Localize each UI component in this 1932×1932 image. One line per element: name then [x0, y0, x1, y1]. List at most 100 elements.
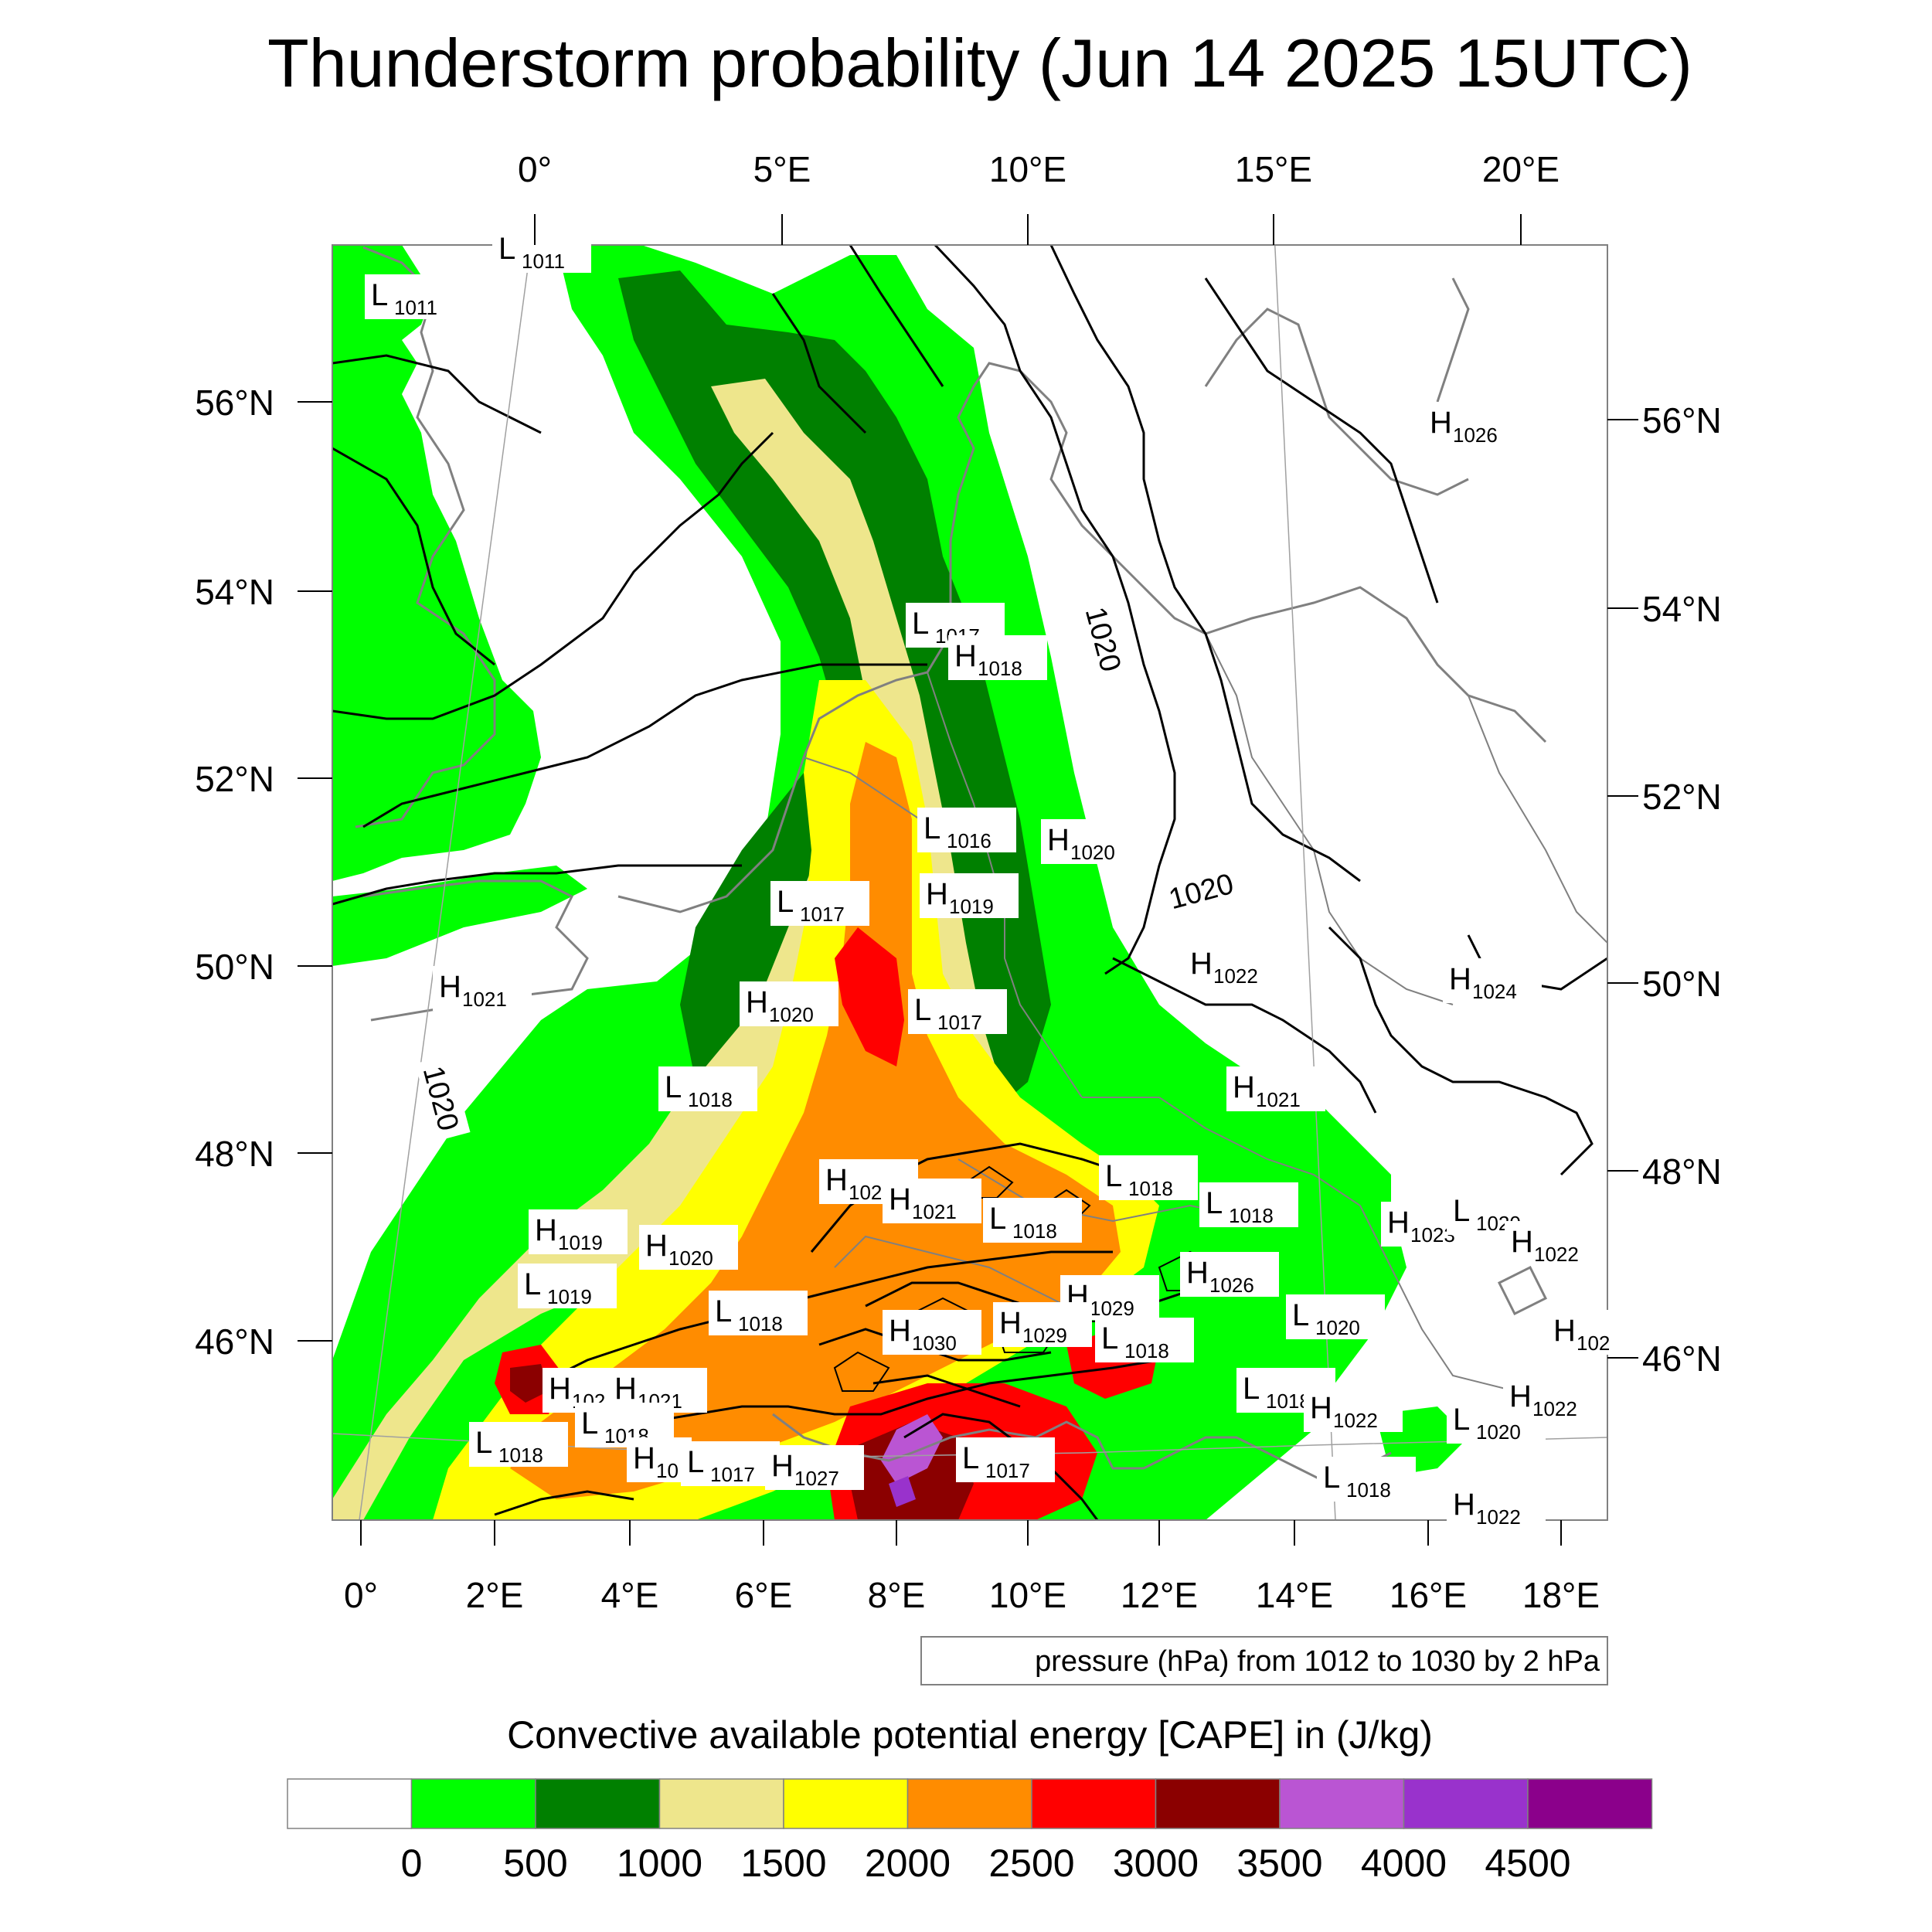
pressure-center-bg: [740, 981, 838, 1026]
right-axis-label: 56°N: [1642, 400, 1722, 440]
pressure-center-bg: [1226, 1066, 1325, 1111]
pressure-center-bg: [1099, 1155, 1198, 1200]
bottom-axis-label: 2°E: [466, 1575, 524, 1615]
pressure-center-value: 1019: [949, 895, 994, 918]
colorbar-tick-label: 4500: [1485, 1842, 1570, 1885]
pressure-center-letter: H: [999, 1306, 1022, 1340]
pressure-center-value: 1020: [668, 1247, 713, 1270]
pressure-center-label: L 1018: [469, 1422, 568, 1467]
pressure-center-value: 1020: [769, 1003, 814, 1026]
pressure-center-value: 1017: [800, 903, 845, 926]
pressure-center-letter: L: [914, 993, 931, 1027]
pressure-center-letter: H: [926, 877, 948, 911]
cape-area-3500-4000: [881, 1414, 943, 1484]
pressure-center-letter: H: [1310, 1391, 1332, 1425]
pressure-center-bg: [1503, 1376, 1602, 1420]
pressure-center-letter: L: [962, 1441, 979, 1475]
pressure-center-label: L 1018: [983, 1198, 1082, 1243]
pressure-center-bg: [365, 274, 464, 319]
pressure-center-label: H 1019: [529, 1209, 628, 1254]
right-axis-label: 52°N: [1642, 777, 1722, 817]
pressure-center-label: H 1026: [1423, 402, 1522, 447]
pressure-center-letter: L: [524, 1267, 541, 1301]
pressure-center-label: L 1011: [365, 274, 464, 319]
top-axis-label: 0°: [518, 149, 552, 189]
pressure-center-label: L 1018: [1199, 1182, 1298, 1227]
coastlines: [355, 246, 1548, 1485]
pressure-center-letter: L: [475, 1426, 492, 1460]
pressure-center-label: H 1021: [433, 966, 532, 1011]
pressure-center-value: 1029: [1090, 1297, 1134, 1320]
pressure-center-label: H 1022: [1304, 1387, 1403, 1432]
pressure-center-label: H 1021: [883, 1179, 981, 1223]
pressure-center-value: 1017: [710, 1463, 755, 1486]
left-axis-label: 48°N: [195, 1134, 274, 1174]
pressure-center-bg: [883, 1179, 981, 1223]
pressure-center-bg: [639, 1225, 738, 1270]
cape-area-2500-3000: [835, 927, 904, 1066]
colorbar-tick-label: 1000: [617, 1842, 702, 1885]
pressure-center-bg: [1304, 1387, 1403, 1432]
pressure-center-value: 1018: [1012, 1219, 1057, 1243]
pressure-center-value: 1020: [1070, 841, 1115, 864]
pressure-note-box: pressure (hPa) from 1012 to 1030 by 2 hP…: [920, 1636, 1608, 1685]
colorbar-swatch: [658, 1778, 784, 1829]
pressure-center-letter: H: [614, 1372, 637, 1406]
cape-area-0-500-west: [332, 245, 541, 881]
pressure-center-label: L 1018: [658, 1066, 757, 1111]
left-axis-label: 54°N: [195, 572, 274, 612]
pressure-center-bg: [492, 228, 591, 273]
pressure-center-letter: L: [1453, 1403, 1470, 1437]
left-axis-label: 56°N: [195, 383, 274, 423]
bottom-axis-label: 8°E: [868, 1575, 926, 1615]
pressure-center-label: H 1024: [1443, 958, 1542, 1003]
pressure-centers: L1011L1011H1026L1017H1018L1016H1020L1017…: [365, 228, 1629, 1529]
pressure-center-value: 1020: [1315, 1316, 1360, 1339]
pressure-center-letter: L: [912, 607, 929, 641]
pressure-center-label: L 1017: [956, 1437, 1055, 1482]
pressure-center-label: H 1021: [608, 1368, 707, 1413]
pressure-center-bg: [681, 1441, 780, 1486]
pressure-center-letter: L: [1243, 1372, 1260, 1406]
pressure-center-letter: H: [1047, 823, 1070, 857]
pressure-center-letter: H: [439, 970, 461, 1004]
bottom-axis-label: 10°E: [989, 1575, 1066, 1615]
pressure-center-letter: H: [1190, 947, 1213, 981]
bottom-axis-label: 0°: [344, 1575, 378, 1615]
pressure-center-bg: [433, 966, 532, 1011]
colorbar-tick-label: 2500: [988, 1842, 1074, 1885]
pressure-center-bg: [658, 1066, 757, 1111]
pressure-center-letter: L: [498, 232, 515, 266]
pressure-center-label: L 1020: [1447, 1190, 1546, 1235]
pressure-center-value: 1022: [1333, 1409, 1378, 1432]
left-axis-label: 52°N: [195, 759, 274, 799]
pressure-center-bg: [917, 808, 1016, 852]
pressure-center-bg: [1095, 1318, 1194, 1362]
pressure-center-value: 1018: [1346, 1478, 1391, 1502]
pressure-center-label: H 1029: [1060, 1275, 1159, 1320]
pressure-center-label: H 1030: [883, 1310, 981, 1355]
pressure-center-letter: H: [645, 1229, 668, 1263]
pressure-center-letter: L: [989, 1202, 1006, 1236]
pressure-center-value: 1017: [985, 1459, 1030, 1482]
right-axis-label: 46°N: [1642, 1338, 1722, 1379]
pressure-center-letter: L: [715, 1294, 732, 1328]
pressure-center-letter: H: [889, 1314, 911, 1348]
right-axis-label: 54°N: [1642, 589, 1722, 629]
pressure-center-label: H 1022: [1447, 1484, 1546, 1529]
pressure-center-value: 1017: [937, 1011, 982, 1034]
pressure-center-letter: H: [1233, 1070, 1255, 1104]
pressure-center-label: H 1020: [639, 1225, 738, 1270]
pressure-center-letter: H: [1509, 1379, 1532, 1413]
pressure-center-label: H 1022: [1505, 1221, 1604, 1266]
pressure-center-value: 1022: [1213, 964, 1258, 988]
pressure-center-value: 10: [656, 1459, 679, 1482]
cape-area-4000-4500: [889, 1476, 916, 1507]
pressure-center-bg: [1423, 402, 1522, 447]
pressure-center-label: H 1022: [1184, 943, 1283, 988]
pressure-center-value: 1021: [912, 1200, 957, 1223]
pressure-center-letter: L: [1105, 1159, 1122, 1193]
pressure-center-bg: [1443, 958, 1542, 1003]
pressure-center-letter: L: [777, 885, 794, 919]
pressure-center-letter: H: [1387, 1206, 1410, 1240]
